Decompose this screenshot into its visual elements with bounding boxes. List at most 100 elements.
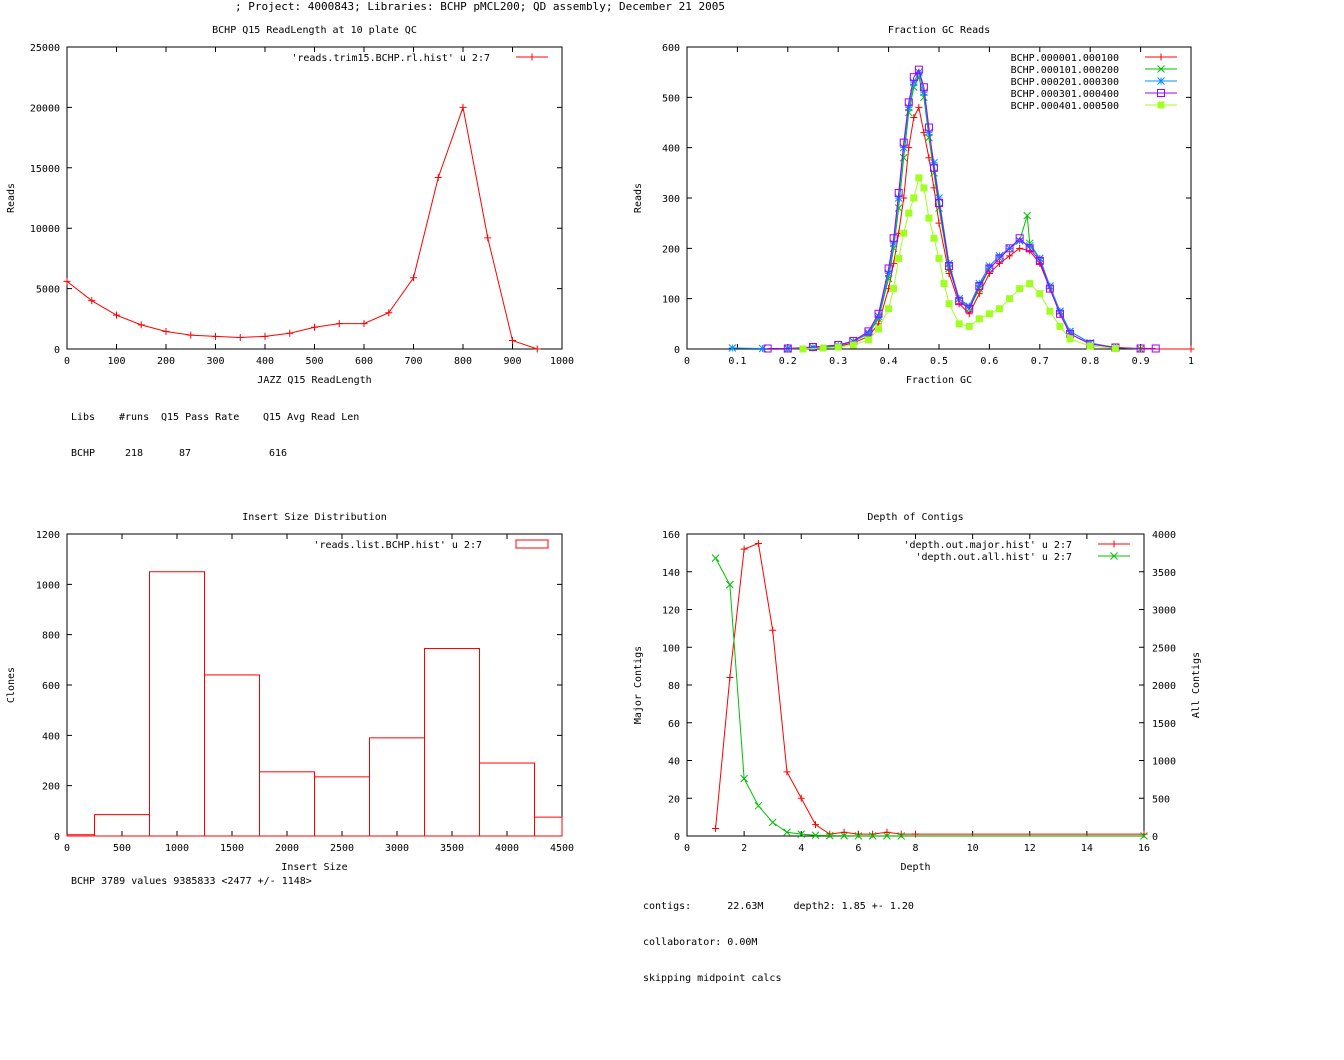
marker-filled-square [849, 341, 857, 349]
marker-plus [726, 673, 734, 681]
marker-star [894, 194, 903, 202]
gc-xtick-label: 0.9 [1132, 356, 1150, 367]
marker-plus [754, 539, 762, 547]
marker-x [1136, 345, 1145, 353]
marker-filled-square [864, 336, 872, 344]
marker-plus [484, 234, 492, 242]
marker-x [897, 832, 906, 840]
marker-filled-square [900, 229, 908, 237]
marker-square [1015, 234, 1024, 243]
readlength-ylabel: Reads [6, 183, 17, 213]
depth-y2tick-label: 3000 [1152, 606, 1176, 617]
marker-plus [335, 320, 343, 328]
marker-star [955, 294, 964, 303]
depth-y2tick-label: 3500 [1152, 568, 1176, 579]
depth-ytick-label: 160 [662, 530, 680, 541]
marker-x [754, 801, 763, 810]
insert-legend-label: 'reads.list.BCHP.hist' u 2:7 [313, 540, 482, 551]
readlength-xtick-label: 300 [206, 356, 224, 367]
marker-filled-square [925, 214, 933, 222]
gc-xtick-label: 0.7 [1031, 356, 1049, 367]
marker-star [904, 103, 913, 112]
histogram-bar [479, 762, 535, 837]
marker-plus [883, 828, 891, 836]
insert-ytick-label: 1000 [36, 580, 60, 591]
insert-ylabel: Clones [6, 667, 17, 703]
marker-plus [869, 830, 877, 838]
depth-ytick-label: 80 [668, 681, 680, 692]
marker-filled-square [1086, 342, 1094, 350]
stats-header-runs: #runs [119, 412, 150, 423]
histogram-bar [369, 737, 425, 837]
gc-ylabel: Reads [633, 183, 644, 213]
insert-xtick-label: 1500 [220, 843, 244, 854]
gc-xtick-label: 1 [1188, 356, 1194, 367]
marker-plus [840, 828, 848, 836]
insert-xtick-label: 4500 [550, 843, 574, 854]
marker-plus [797, 794, 805, 802]
insert-xtick-label: 4000 [495, 843, 519, 854]
marker-filled-square [975, 315, 983, 323]
marker-plus [63, 277, 71, 285]
marker-filled-square [1056, 322, 1064, 330]
marker-star [925, 128, 933, 137]
marker-square [945, 261, 954, 270]
marker-plus [459, 103, 467, 111]
gc-ytick-label: 200 [662, 244, 680, 255]
depth-y2tick-label: 2000 [1152, 681, 1176, 692]
marker-star [935, 194, 943, 202]
depth-xtick-label: 6 [855, 843, 861, 854]
readlength-stats-row: BCHP 218 87 616 [71, 448, 359, 460]
gc-xtick-label: 0.6 [980, 356, 998, 367]
gc-xtick-label: 0.3 [829, 356, 847, 367]
series-line [732, 70, 1116, 349]
marker-filled-square [1026, 280, 1034, 288]
insert-ytick-label: 400 [42, 731, 60, 742]
marker-square [904, 98, 913, 107]
marker-x [811, 831, 820, 840]
insert-xtick-label: 3000 [385, 843, 409, 854]
marker-square [889, 234, 898, 243]
marker-filled-square [955, 320, 963, 328]
marker-plus [212, 332, 219, 340]
marker-square [864, 327, 873, 336]
depth-ytick-label: 0 [674, 832, 680, 843]
histogram-bar [204, 674, 260, 837]
marker-x [711, 554, 720, 563]
marker-x [930, 168, 938, 177]
marker-plus [261, 332, 269, 340]
marker-plus [783, 768, 791, 776]
marker-filled-square [930, 234, 938, 242]
insert-ytick-label: 800 [42, 631, 60, 642]
insert-stats: BCHP 3789 values 9385833 <2477 +/- 1148> [71, 876, 312, 887]
marker-filled-square [895, 254, 903, 262]
marker-square [809, 342, 817, 351]
gc-xtick-label: 0.8 [1081, 356, 1099, 367]
depth-stats-line-3: skipping midpoint calcs [643, 973, 782, 984]
marker-plus [533, 345, 541, 353]
marker-filled-square [965, 322, 973, 330]
readlength-xtick-label: 200 [157, 356, 175, 367]
marker-star [914, 68, 923, 77]
marker-star [758, 344, 767, 353]
insert-xlabel: Insert Size [281, 862, 347, 873]
readlength-xtick-label: 0 [64, 356, 70, 367]
depth-y2tick-label: 500 [1152, 794, 1170, 805]
readlength-stats: Libs #runs Q15 Pass Rate Q15 Avg Read Len B… [71, 388, 359, 472]
readlength-series-1 [63, 53, 541, 353]
readlength-xlabel: JAZZ Q15 ReadLength [257, 375, 371, 386]
marker-square [955, 297, 964, 306]
insert-ytick-label: 600 [42, 681, 60, 692]
histogram-bar [66, 834, 95, 837]
marker-star [965, 302, 974, 311]
readlength-xtick-label: 700 [404, 356, 422, 367]
marker-star [889, 239, 898, 248]
depth-xtick-label: 2 [741, 843, 747, 854]
marker-plus [88, 297, 96, 305]
marker-square [1005, 244, 1014, 253]
readlength-plot-frame [66, 46, 563, 350]
marker-x [883, 831, 891, 840]
marker-square [965, 304, 974, 313]
page-header: ; Project: 4000843; Libraries: BCHP pMCL… [234, 0, 726, 13]
gc-series-4 [763, 65, 1165, 353]
